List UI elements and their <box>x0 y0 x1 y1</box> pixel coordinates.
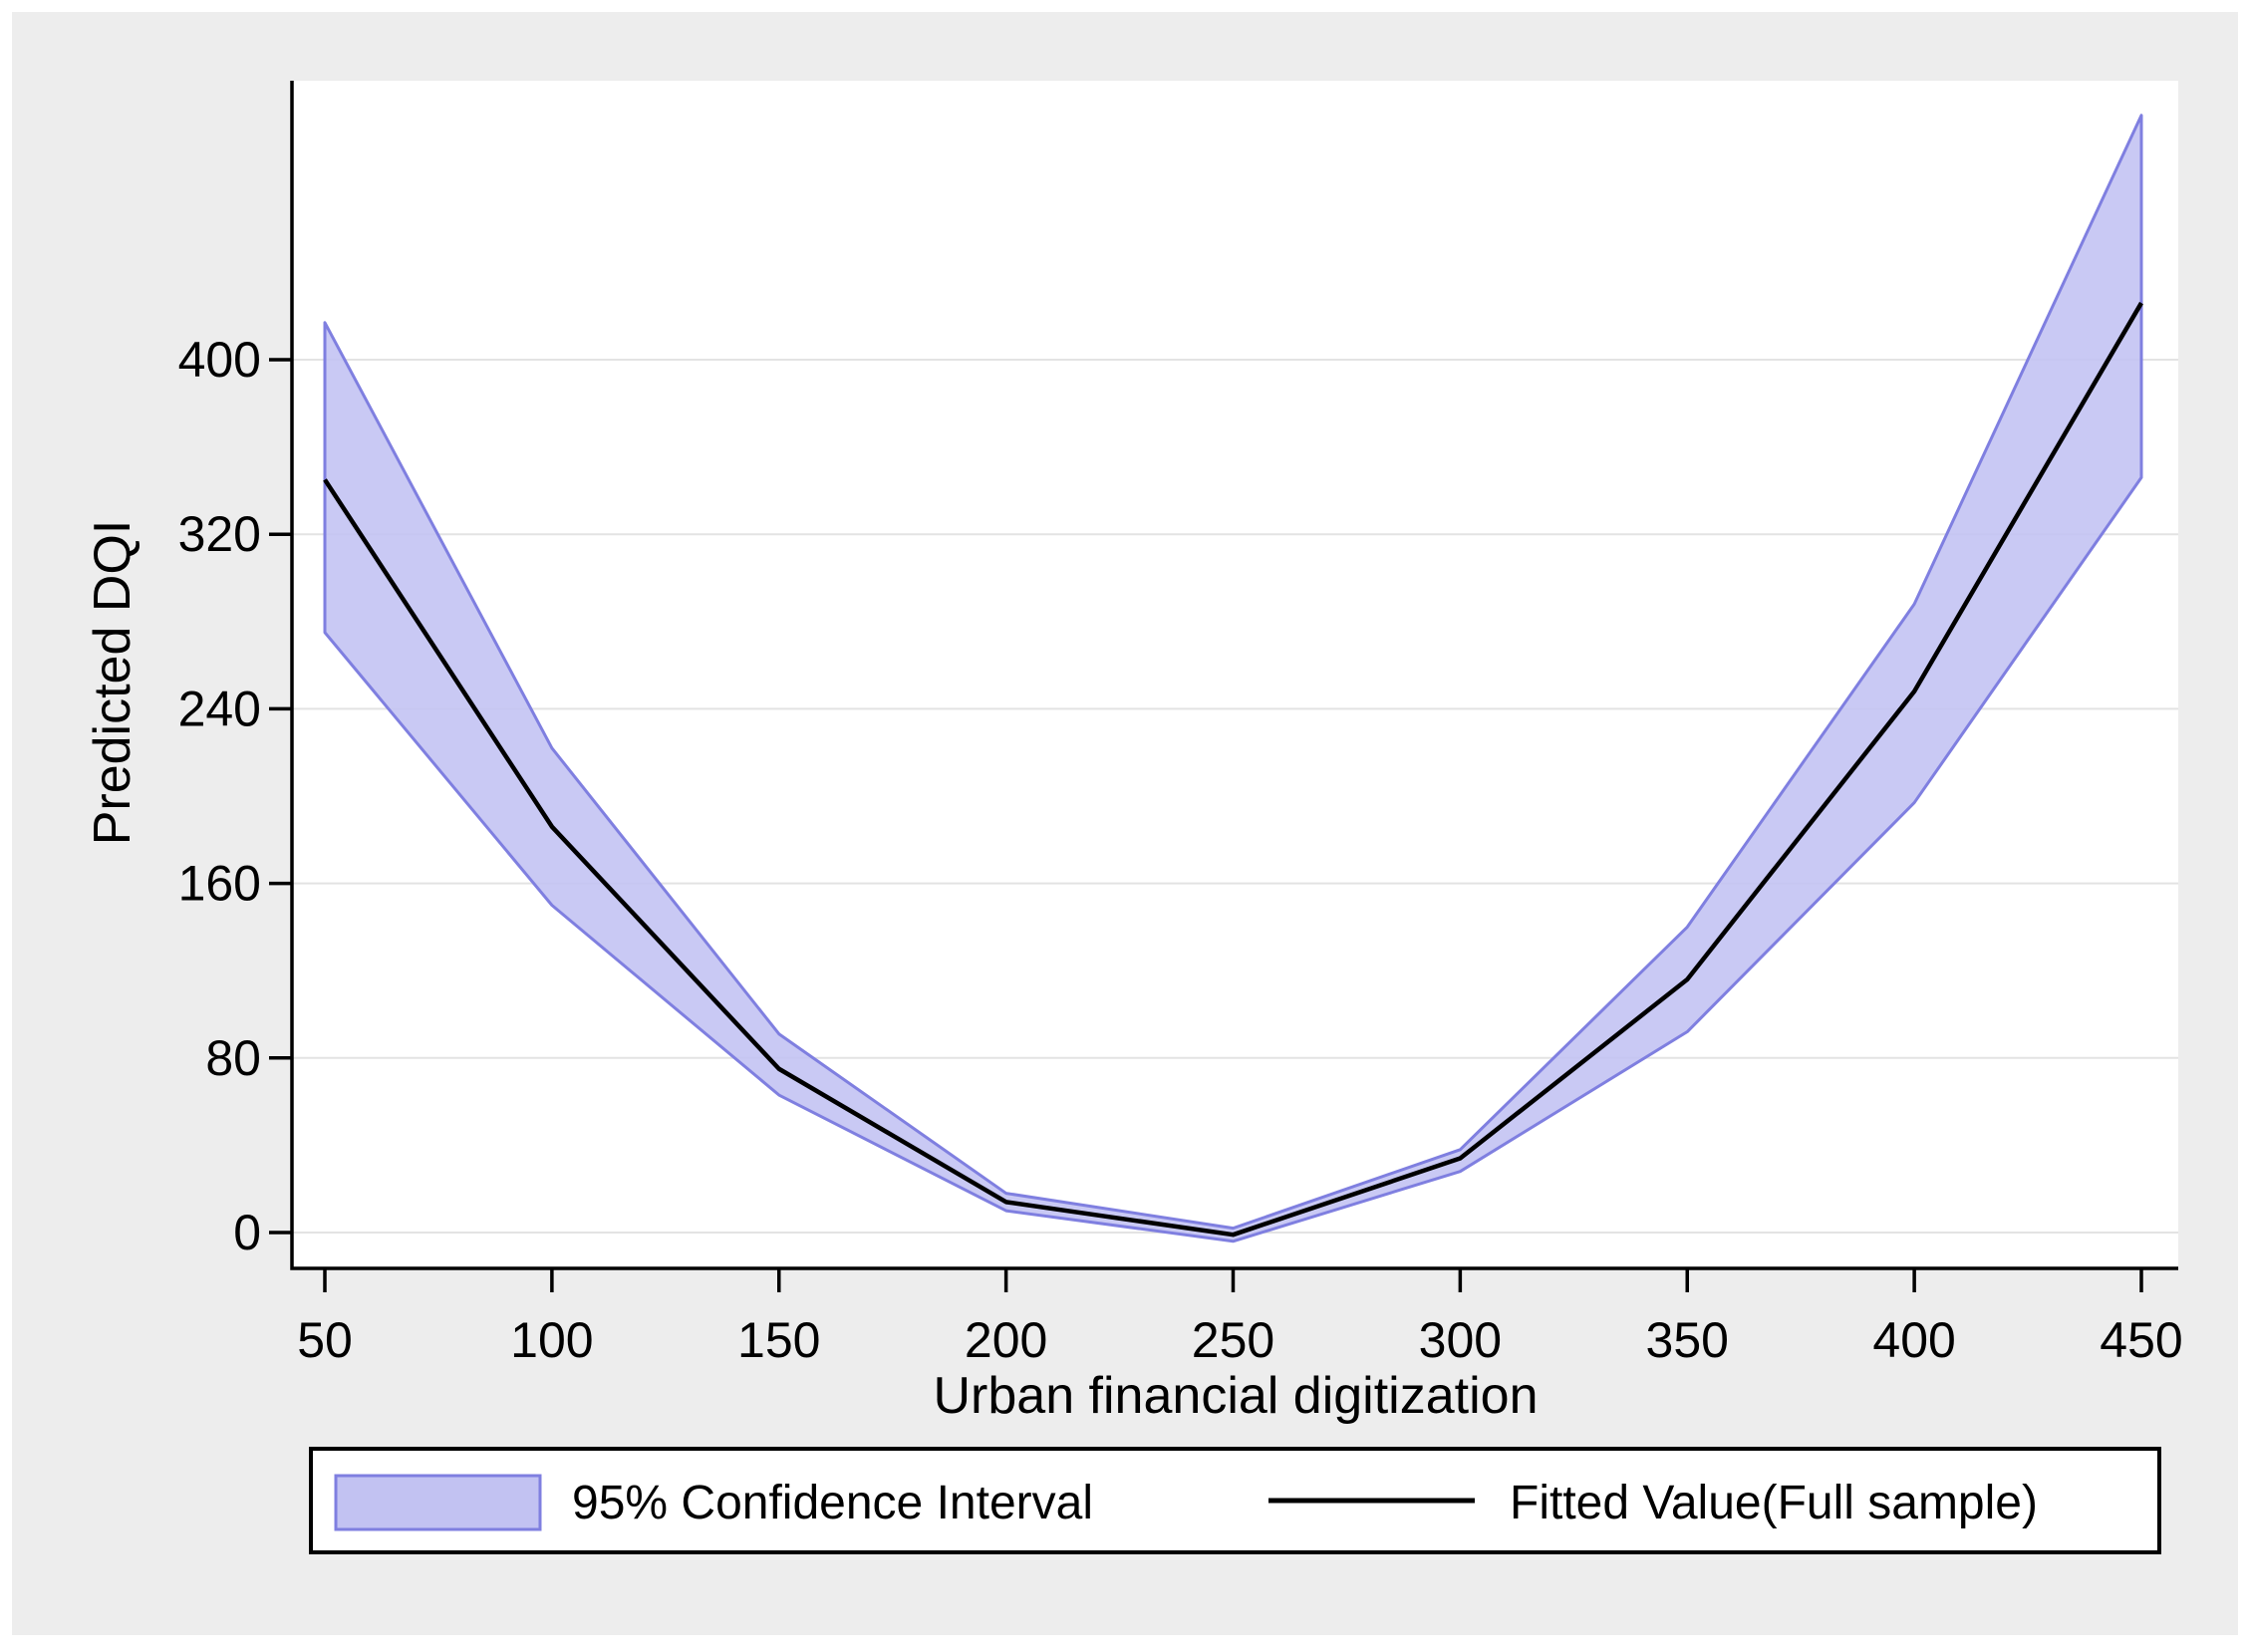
x-tick-label: 400 <box>1872 1312 1955 1368</box>
legend-label-confidence-interval: 95% Confidence Interval <box>572 1477 1093 1529</box>
y-tick-label: 400 <box>178 332 261 388</box>
x-tick-label: 150 <box>737 1312 820 1368</box>
x-axis-title: Urban financial digitization <box>933 1367 1538 1425</box>
x-tick-label: 450 <box>2100 1312 2182 1368</box>
fitted-line <box>323 301 2143 1238</box>
x-tick-label: 100 <box>510 1312 593 1368</box>
y-tick-label: 160 <box>178 856 261 912</box>
y-tick-label: 320 <box>178 506 261 562</box>
x-tick-label: 300 <box>1419 1312 1502 1368</box>
x-tick-label: 250 <box>1192 1312 1274 1368</box>
axis-lines <box>290 81 2178 1270</box>
legend-band-swatch <box>334 1474 542 1531</box>
x-tick-label: 200 <box>965 1312 1047 1368</box>
fitted-line-group <box>323 301 2143 1238</box>
legend: 95% Confidence Interval Fitted Value(Ful… <box>309 1447 2161 1554</box>
legend-box <box>309 1447 2161 1554</box>
y-tick-label: 80 <box>205 1030 261 1086</box>
axis-ticks <box>269 358 2143 1292</box>
tick-labels: 0 80 160 240 320 400 50 100 150 200 250 300 350 400 45… <box>178 332 2183 1368</box>
legend-label-fitted-value: Fitted Value(Full sample) <box>1510 1477 2038 1529</box>
y-tick-label: 240 <box>178 681 261 736</box>
confidence-band <box>323 114 2143 1243</box>
x-tick-label: 350 <box>1646 1312 1729 1368</box>
y-axis-title: Predicted DQI <box>84 520 141 846</box>
y-tick-label: 0 <box>233 1205 261 1260</box>
x-tick-label: 50 <box>297 1312 353 1368</box>
confidence-band-group <box>323 114 2143 1243</box>
